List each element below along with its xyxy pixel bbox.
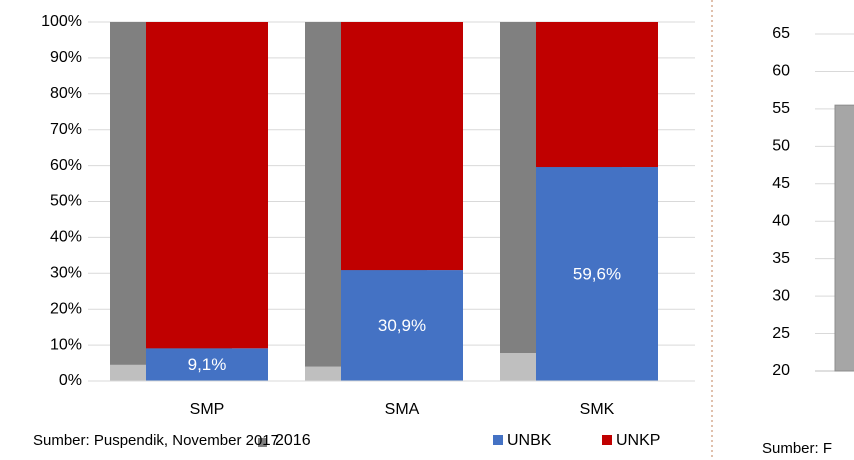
y-tick-label: 65 [772, 25, 790, 42]
y-tick-label: 40% [50, 229, 82, 246]
bar-segment [146, 348, 268, 381]
y-tick-label: 50 [772, 138, 790, 155]
y-tick-label: 70% [50, 121, 82, 138]
y-tick-label: 25 [772, 325, 790, 342]
y-tick-label: 30 [772, 287, 790, 304]
y-tick-label: 80% [50, 85, 82, 102]
y-tick-label: 50% [50, 193, 82, 210]
value-label: 9,1% [188, 355, 227, 374]
y-tick-label: 60 [772, 63, 790, 80]
bar-segment [341, 22, 463, 271]
y-tick-label: 0% [59, 372, 82, 389]
source-note: Sumber: F [762, 440, 832, 457]
source-note: Sumber: Puspendik, November 2017 [33, 432, 279, 449]
y-tick-label: 90% [50, 49, 82, 66]
bar-segment [536, 22, 658, 168]
y-tick-label: 20 [772, 362, 790, 379]
x-tick-label: SMK [580, 401, 615, 418]
y-tick-label: 20% [50, 300, 82, 317]
y-tick-label: 35 [772, 250, 790, 267]
bar-segment [341, 270, 463, 381]
bar-segment [536, 167, 658, 381]
y-tick-label: 45 [772, 175, 790, 192]
legend-label: UNBK [507, 432, 552, 449]
y-tick-label: 10% [50, 336, 82, 353]
y-tick-label: 30% [50, 265, 82, 282]
x-tick-label: SMA [385, 401, 420, 418]
value-label: 59,6% [573, 265, 621, 284]
legend-label: UNKP [616, 432, 660, 449]
legend-label: 2016 [275, 432, 311, 449]
x-tick-label: SMP [190, 401, 225, 418]
legend-swatch [493, 435, 503, 445]
bar-segment [146, 22, 268, 349]
y-tick-label: 60% [50, 157, 82, 174]
y-tick-label: 55 [772, 100, 790, 117]
bar [834, 104, 854, 372]
y-tick-label: 40 [772, 212, 790, 229]
y-tick-label: 100% [41, 13, 82, 30]
legend-swatch [602, 435, 612, 445]
value-label: 30,9% [378, 316, 426, 335]
legend-swatch [258, 438, 267, 447]
